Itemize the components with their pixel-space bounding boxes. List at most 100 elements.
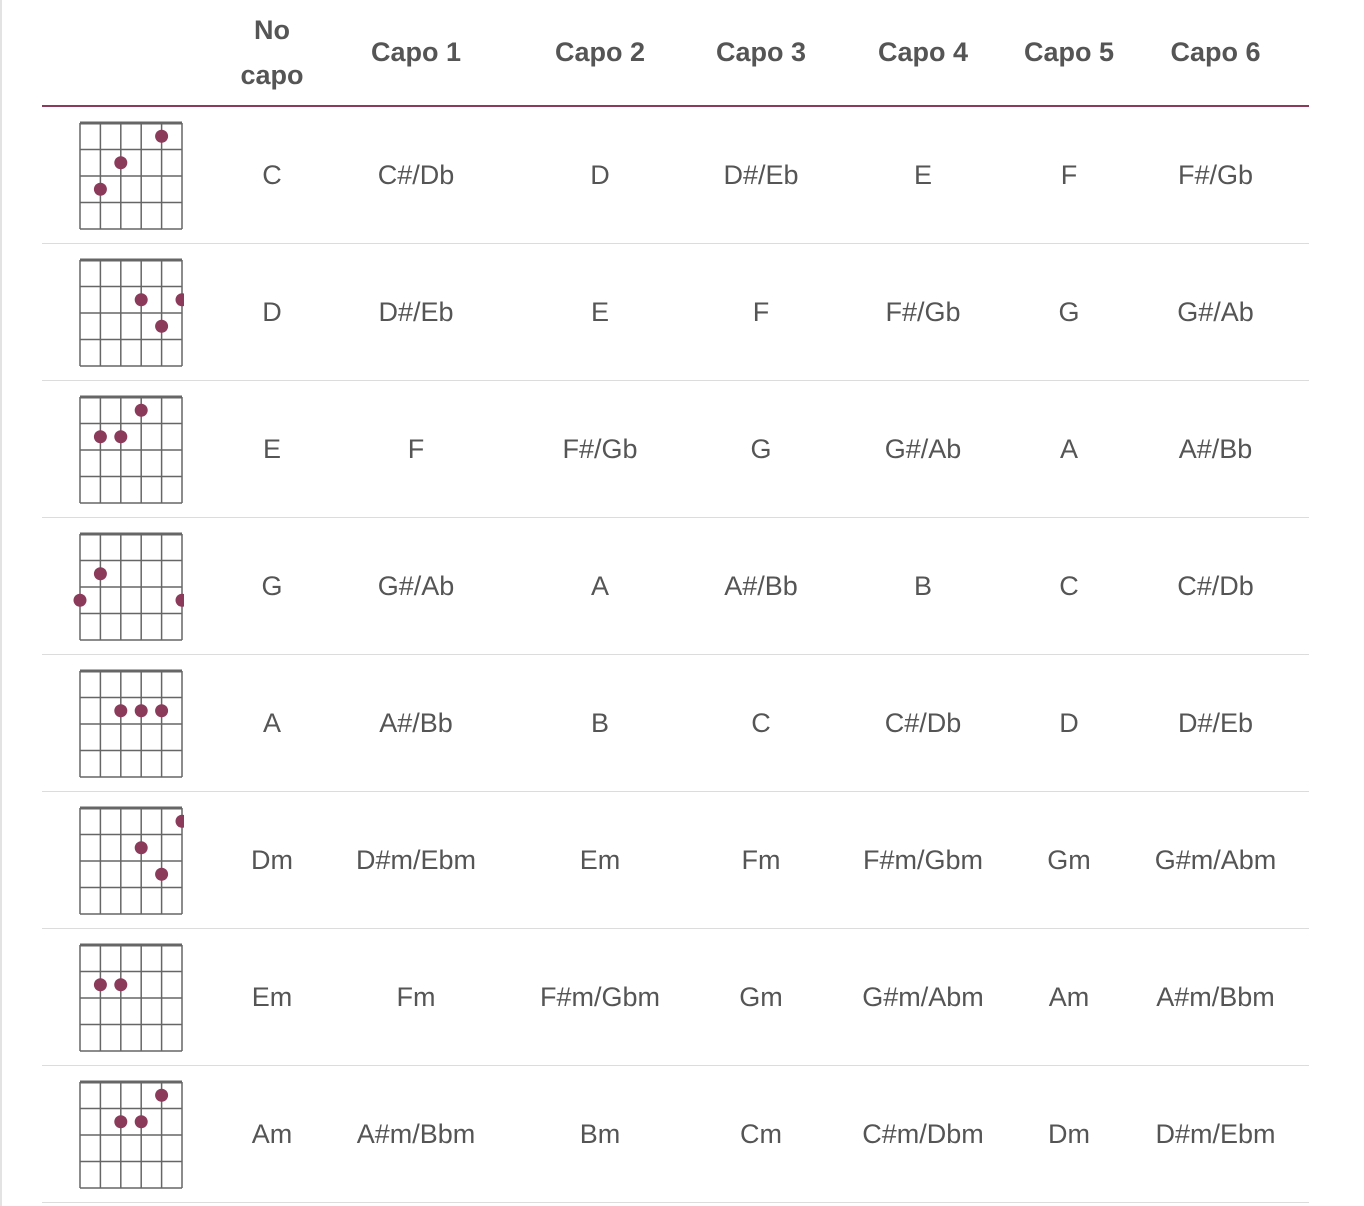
- chord-no-capo: E: [220, 380, 324, 518]
- chord-diagram-cell: [42, 928, 220, 1066]
- chord-capo-4: F#/Gb: [830, 243, 1016, 381]
- chord-capo-4: C#m/Dbm: [830, 1065, 1016, 1203]
- chord-capo-6: C#/Db: [1122, 517, 1309, 655]
- chord-diagram: [79, 943, 183, 1052]
- table-body: C C#/Db D D#/Eb E F F#/Gb D D#/Eb E F F#/Gb G G#/Ab E F…: [42, 106, 1309, 1203]
- chord-capo-5: C: [1016, 517, 1122, 655]
- finger-dot: [155, 1088, 169, 1102]
- chord-capo-2: B: [508, 654, 692, 792]
- chord-capo-2: F#/Gb: [508, 380, 692, 518]
- chord-capo-4: G#/Ab: [830, 380, 1016, 518]
- chord-capo-6: A#m/Bbm: [1122, 928, 1309, 1066]
- chord-capo-2: A: [508, 517, 692, 655]
- chord-capo-4: C#/Db: [830, 654, 1016, 792]
- chord-no-capo: G: [220, 517, 324, 655]
- chord-capo-6: G#/Ab: [1122, 243, 1309, 381]
- chord-capo-4: G#m/Abm: [830, 928, 1016, 1066]
- chord-no-capo: C: [220, 106, 324, 244]
- chord-capo-4: E: [830, 106, 1016, 244]
- header-capo-3: Capo 3: [692, 0, 830, 107]
- finger-dot: [155, 319, 169, 333]
- finger-dot: [134, 1115, 148, 1129]
- chord-capo-5: D: [1016, 654, 1122, 792]
- chord-diagram-cell: [42, 654, 220, 792]
- finger-dot: [114, 978, 128, 992]
- finger-dot: [114, 430, 128, 444]
- table-row: Dm D#m/Ebm Em Fm F#m/Gbm Gm G#m/Abm: [42, 791, 1309, 929]
- chord-diagram: [79, 1080, 183, 1189]
- chord-capo-3: Fm: [692, 791, 830, 929]
- chord-diagram-cell: [42, 106, 220, 244]
- chord-capo-1: Fm: [324, 928, 508, 1066]
- finger-dot: [93, 430, 107, 444]
- chord-diagram-cell: [42, 517, 220, 655]
- chord-capo-4: B: [830, 517, 1016, 655]
- header-capo-2: Capo 2: [508, 0, 692, 107]
- chord-capo-1: D#m/Ebm: [324, 791, 508, 929]
- finger-dot: [114, 1115, 128, 1129]
- chord-capo-1: C#/Db: [324, 106, 508, 244]
- finger-dot: [93, 567, 107, 581]
- table-header-row: No capo Capo 1 Capo 2 Capo 3 Capo 4 Capo…: [42, 0, 1309, 107]
- chord-no-capo: D: [220, 243, 324, 381]
- finger-dot: [73, 593, 87, 607]
- chord-capo-1: F: [324, 380, 508, 518]
- chord-capo-5: Am: [1016, 928, 1122, 1066]
- table-row: G G#/Ab A A#/Bb B C C#/Db: [42, 517, 1309, 655]
- table-row: E F F#/Gb G G#/Ab A A#/Bb: [42, 380, 1309, 518]
- left-border: [0, 0, 2, 1206]
- header-capo-5: Capo 5: [1016, 0, 1122, 107]
- finger-dot: [175, 593, 184, 607]
- finger-dot: [114, 156, 128, 170]
- chord-diagram: [79, 669, 183, 778]
- finger-dot: [93, 978, 107, 992]
- chord-capo-2: D: [508, 106, 692, 244]
- chord-capo-6: A#/Bb: [1122, 380, 1309, 518]
- chord-no-capo: Em: [220, 928, 324, 1066]
- chord-capo-5: F: [1016, 106, 1122, 244]
- chord-capo-2: Em: [508, 791, 692, 929]
- chord-diagram-cell: [42, 380, 220, 518]
- chord-diagram: [79, 121, 183, 230]
- header-capo-4: Capo 4: [830, 0, 1016, 107]
- chord-capo-3: F: [692, 243, 830, 381]
- chord-capo-3: C: [692, 654, 830, 792]
- finger-dot: [134, 403, 148, 417]
- chord-capo-5: G: [1016, 243, 1122, 381]
- chord-diagram: [73, 532, 184, 641]
- chord-capo-6: D#/Eb: [1122, 654, 1309, 792]
- chord-capo-3: Cm: [692, 1065, 830, 1203]
- finger-dot: [175, 814, 184, 828]
- chord-capo-1: D#/Eb: [324, 243, 508, 381]
- chord-diagram: [79, 806, 184, 915]
- finger-dot: [134, 704, 148, 718]
- finger-dot: [155, 704, 169, 718]
- chord-no-capo: Dm: [220, 791, 324, 929]
- finger-dot: [134, 293, 148, 307]
- table-row: Em Fm F#m/Gbm Gm G#m/Abm Am A#m/Bbm: [42, 928, 1309, 1066]
- chord-diagram-cell: [42, 1065, 220, 1203]
- capo-chord-table: No capo Capo 1 Capo 2 Capo 3 Capo 4 Capo…: [42, 0, 1309, 1203]
- chord-diagram-cell: [42, 243, 220, 381]
- chord-capo-6: G#m/Abm: [1122, 791, 1309, 929]
- chord-capo-5: A: [1016, 380, 1122, 518]
- finger-dot: [134, 841, 148, 855]
- finger-dot: [93, 182, 107, 196]
- header-capo-6: Capo 6: [1122, 0, 1309, 107]
- chord-capo-5: Gm: [1016, 791, 1122, 929]
- chord-capo-1: A#/Bb: [324, 654, 508, 792]
- finger-dot: [175, 293, 184, 307]
- chord-no-capo: Am: [220, 1065, 324, 1203]
- chord-capo-1: G#/Ab: [324, 517, 508, 655]
- chord-capo-3: D#/Eb: [692, 106, 830, 244]
- chord-diagram: [79, 258, 184, 367]
- chord-diagram: [79, 395, 183, 504]
- table-row: D D#/Eb E F F#/Gb G G#/Ab: [42, 243, 1309, 381]
- chord-capo-6: F#/Gb: [1122, 106, 1309, 244]
- chord-capo-6: D#m/Ebm: [1122, 1065, 1309, 1203]
- chord-capo-2: Bm: [508, 1065, 692, 1203]
- chord-capo-3: G: [692, 380, 830, 518]
- table-row: C C#/Db D D#/Eb E F F#/Gb: [42, 106, 1309, 244]
- header-corner: [42, 0, 220, 107]
- chord-capo-2: E: [508, 243, 692, 381]
